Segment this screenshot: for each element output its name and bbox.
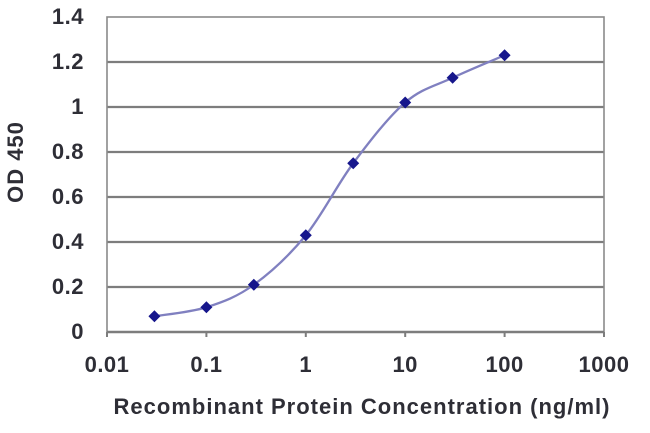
- data-point-marker: [299, 229, 312, 242]
- data-point-marker: [347, 157, 360, 170]
- y-tick-label: 1.2: [51, 49, 84, 74]
- y-axis-title: OD 450: [3, 121, 28, 203]
- y-tick-label: 0.2: [51, 274, 84, 299]
- data-point-marker: [446, 71, 459, 84]
- data-point-marker: [148, 310, 161, 323]
- y-tick-label: 1.4: [51, 4, 84, 29]
- x-tick-label: 0.01: [84, 352, 130, 377]
- x-tick-label: 1000: [578, 352, 630, 377]
- x-tick-label: 1: [299, 352, 313, 377]
- y-tick-label: 0: [71, 319, 84, 344]
- plot-border: [106, 16, 605, 333]
- x-axis-title: Recombinant Protein Concentration (ng/ml…: [113, 394, 611, 419]
- data-point-marker: [399, 96, 412, 109]
- data-point-marker: [498, 49, 511, 62]
- series-curve: [153, 54, 506, 318]
- x-tick-label: 0.1: [190, 352, 223, 377]
- x-tick-label: 10: [392, 352, 418, 377]
- y-tick-label: 0.4: [51, 229, 84, 254]
- y-tick-label: 1: [71, 94, 84, 119]
- x-tick-label: 100: [485, 352, 524, 377]
- data-point-marker: [247, 278, 260, 291]
- data-point-marker: [200, 301, 213, 314]
- y-tick-label: 0.6: [51, 184, 84, 209]
- y-tick-label: 0.8: [51, 139, 84, 164]
